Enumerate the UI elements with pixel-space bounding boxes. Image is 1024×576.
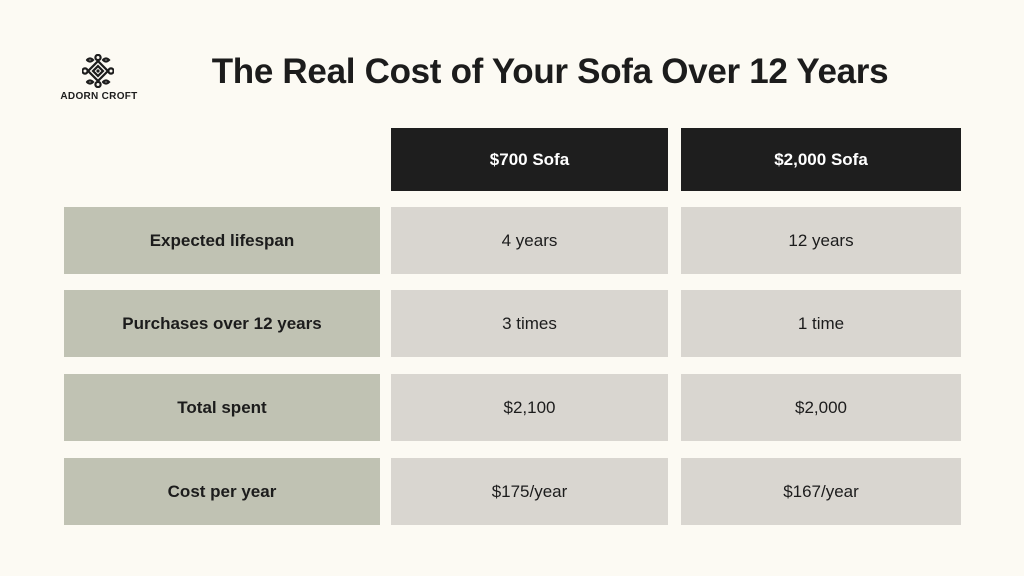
column-header-700-sofa: $700 Sofa xyxy=(391,128,668,191)
value-total-spent-2000: $2,000 xyxy=(681,374,961,441)
row-label-purchases: Purchases over 12 years xyxy=(64,290,380,357)
ornamental-knot-icon xyxy=(82,54,114,88)
value-lifespan-2000: 12 years xyxy=(681,207,961,274)
value-total-spent-700: $2,100 xyxy=(391,374,668,441)
brand-logo: ADORN CROFT xyxy=(56,54,142,106)
value-cost-per-year-2000: $167/year xyxy=(681,458,961,525)
row-label-cost-per-year: Cost per year xyxy=(64,458,380,525)
value-purchases-700: 3 times xyxy=(391,290,668,357)
row-label-total-spent: Total spent xyxy=(64,374,380,441)
column-header-2000-sofa: $2,000 Sofa xyxy=(681,128,961,191)
row-label-expected-lifespan: Expected lifespan xyxy=(64,207,380,274)
brand-name: ADORN CROFT xyxy=(60,91,138,102)
value-purchases-2000: 1 time xyxy=(681,290,961,357)
value-lifespan-700: 4 years xyxy=(391,207,668,274)
value-cost-per-year-700: $175/year xyxy=(391,458,668,525)
page-title: The Real Cost of Your Sofa Over 12 Years xyxy=(211,52,889,91)
